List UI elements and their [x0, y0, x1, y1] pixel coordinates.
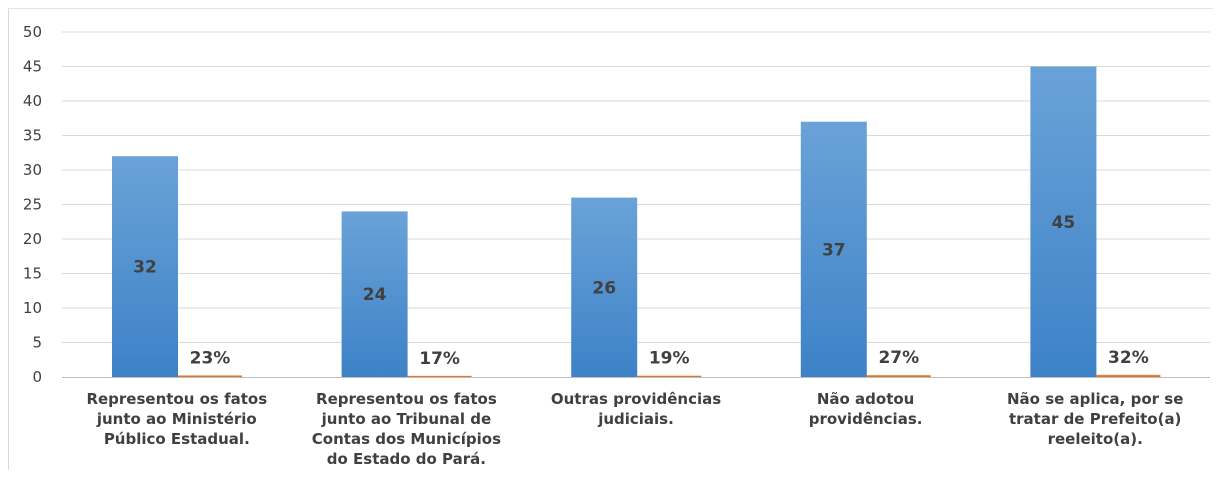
category-labels: Representou os fatos junto ao Ministério P… — [86, 390, 1183, 468]
chart-frame-top — [8, 8, 1213, 9]
category-label-line: junto ao Tribunal de — [321, 410, 491, 428]
y-tick-label: 40 — [23, 92, 42, 110]
data-label-series2: 19% — [649, 349, 690, 369]
data-label-series2: 32% — [1108, 348, 1149, 368]
y-tick-label: 20 — [23, 230, 42, 248]
y-tick-label: 50 — [23, 23, 42, 41]
y-axis-tick-labels: 0 5 10 15 20 25 30 35 40 45 50 — [23, 23, 42, 386]
data-label-series1: 37 — [822, 240, 846, 260]
y-tick-label: 5 — [32, 334, 42, 352]
bars — [112, 66, 1161, 377]
category-label-line: tratar de Prefeito(a) — [1009, 410, 1181, 428]
bar-series2-0 — [178, 375, 242, 377]
y-tick-label: 30 — [23, 161, 42, 179]
bar-series1-2 — [571, 197, 638, 377]
category-label-line: reeleito(a). — [1048, 430, 1143, 448]
category-label-line: Não adotou — [817, 390, 915, 408]
data-label-series2: 23% — [190, 348, 231, 368]
data-label-series2: 17% — [419, 349, 460, 369]
category-label-line: junto ao Ministério — [96, 410, 257, 428]
data-label-series2: 27% — [878, 348, 919, 368]
y-tick-label: 45 — [23, 58, 42, 76]
data-label-series1: 24 — [363, 285, 387, 305]
category-label-line: Outras providências — [551, 390, 721, 408]
y-tick-label: 15 — [23, 265, 42, 283]
data-label-series1: 45 — [1052, 213, 1076, 233]
data-label-series1: 26 — [592, 278, 616, 298]
y-tick-label: 0 — [32, 368, 42, 386]
bar-series2-2 — [637, 375, 702, 377]
bar-series1-4 — [1030, 66, 1097, 377]
category-label-line: Representou os fatos — [86, 390, 267, 408]
bar-series2-1 — [407, 375, 472, 377]
bar-series2-4 — [1096, 374, 1161, 377]
chart-frame-left — [8, 8, 9, 470]
bar-series1-0 — [112, 156, 178, 377]
category-label-line: Não se aplica, por se — [1007, 390, 1183, 408]
category-label-line: judiciais. — [597, 410, 674, 428]
y-tick-label: 10 — [23, 299, 42, 317]
bar-series2-3 — [866, 375, 931, 377]
category-label-line: Contas dos Municípios — [312, 430, 501, 448]
bar-series1-1 — [341, 211, 408, 377]
category-label-line: Representou os fatos — [316, 390, 497, 408]
data-label-series1: 32 — [133, 258, 157, 278]
data-labels: 32 23% 24 17% 26 19% 37 27% 45 32% — [133, 213, 1149, 369]
category-label-line: do Estado do Pará. — [327, 450, 486, 468]
y-tick-label: 25 — [23, 196, 42, 214]
category-label-line: providências. — [809, 410, 923, 428]
category-label-line: Público Estadual. — [104, 430, 250, 448]
y-tick-label: 35 — [23, 127, 42, 145]
bar-series1-3 — [800, 121, 867, 377]
